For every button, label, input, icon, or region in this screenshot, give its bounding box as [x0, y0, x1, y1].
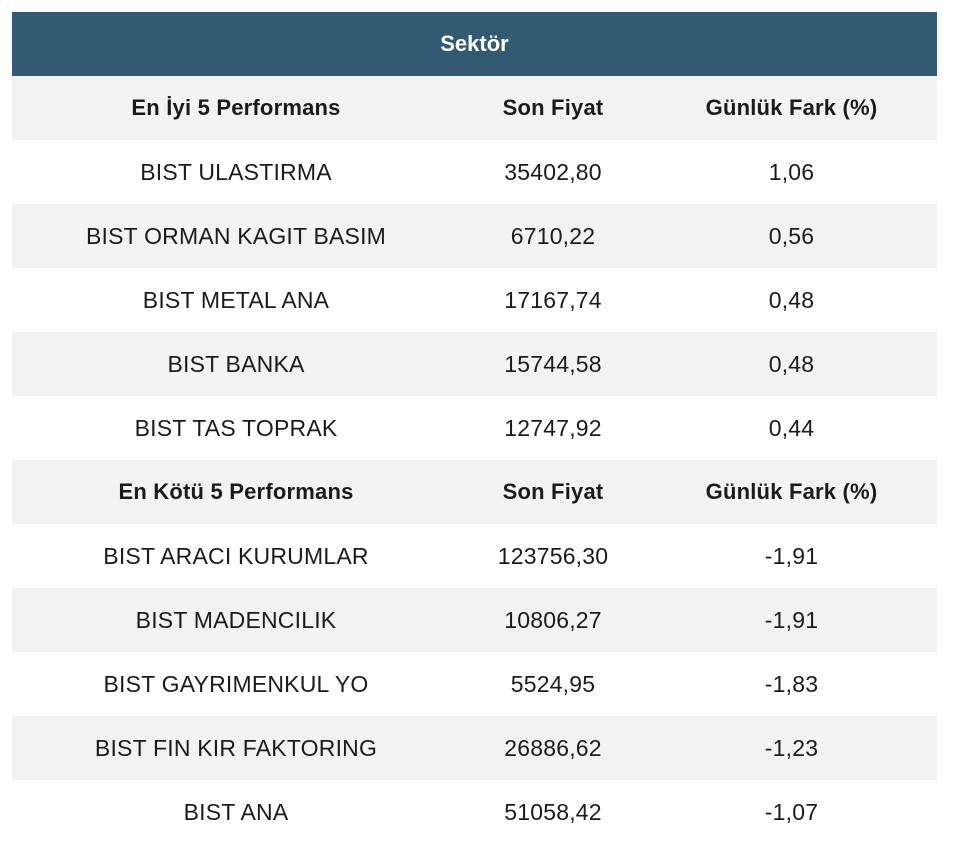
sector-name: BIST ULASTIRMA [12, 140, 460, 204]
last-price: 26886,62 [460, 716, 646, 780]
sector-table: Sektör En İyi 5 Performans Son Fiyat Gün… [12, 12, 937, 844]
worst-performers-header-row: En Kötü 5 Performans Son Fiyat Günlük Fa… [12, 460, 937, 524]
table-row: BIST GAYRIMENKUL YO 5524,95 -1,83 [12, 652, 937, 716]
last-price: 12747,92 [460, 396, 646, 460]
table-row: BIST MADENCILIK 10806,27 -1,91 [12, 588, 937, 652]
table-row: BIST FIN KIR FAKTORING 26886,62 -1,23 [12, 716, 937, 780]
daily-change: 0,48 [646, 268, 937, 332]
daily-change: 0,48 [646, 332, 937, 396]
last-price: 51058,42 [460, 780, 646, 844]
worst-performers-heading: En Kötü 5 Performans [12, 460, 460, 524]
daily-change: 0,56 [646, 204, 937, 268]
table-row: BIST ARACI KURUMLAR 123756,30 -1,91 [12, 524, 937, 588]
table-row: BIST METAL ANA 17167,74 0,48 [12, 268, 937, 332]
last-price: 123756,30 [460, 524, 646, 588]
sector-name: BIST ORMAN KAGIT BASIM [12, 204, 460, 268]
sector-name: BIST MADENCILIK [12, 588, 460, 652]
last-price: 6710,22 [460, 204, 646, 268]
sector-name: BIST FIN KIR FAKTORING [12, 716, 460, 780]
sector-name: BIST ANA [12, 780, 460, 844]
daily-change-heading: Günlük Fark (%) [646, 460, 937, 524]
last-price-heading: Son Fiyat [460, 76, 646, 140]
last-price: 17167,74 [460, 268, 646, 332]
table-row: BIST ULASTIRMA 35402,80 1,06 [12, 140, 937, 204]
daily-change: -1,91 [646, 524, 937, 588]
sector-name: BIST BANKA [12, 332, 460, 396]
daily-change-heading: Günlük Fark (%) [646, 76, 937, 140]
last-price: 10806,27 [460, 588, 646, 652]
table-row: BIST BANKA 15744,58 0,48 [12, 332, 937, 396]
best-performers-heading: En İyi 5 Performans [12, 76, 460, 140]
sector-performance-table: Sektör En İyi 5 Performans Son Fiyat Gün… [12, 12, 937, 844]
daily-change: 0,44 [646, 396, 937, 460]
best-performers-header-row: En İyi 5 Performans Son Fiyat Günlük Far… [12, 76, 937, 140]
last-price: 5524,95 [460, 652, 646, 716]
sector-name: BIST ARACI KURUMLAR [12, 524, 460, 588]
table-row: BIST ANA 51058,42 -1,07 [12, 780, 937, 844]
last-price-heading: Son Fiyat [460, 460, 646, 524]
daily-change: 1,06 [646, 140, 937, 204]
sector-name: BIST GAYRIMENKUL YO [12, 652, 460, 716]
last-price: 15744,58 [460, 332, 646, 396]
last-price: 35402,80 [460, 140, 646, 204]
sector-name: BIST TAS TOPRAK [12, 396, 460, 460]
sector-name: BIST METAL ANA [12, 268, 460, 332]
table-title: Sektör [12, 12, 937, 76]
table-row: BIST TAS TOPRAK 12747,92 0,44 [12, 396, 937, 460]
daily-change: -1,91 [646, 588, 937, 652]
daily-change: -1,23 [646, 716, 937, 780]
daily-change: -1,07 [646, 780, 937, 844]
table-row: BIST ORMAN KAGIT BASIM 6710,22 0,56 [12, 204, 937, 268]
daily-change: -1,83 [646, 652, 937, 716]
